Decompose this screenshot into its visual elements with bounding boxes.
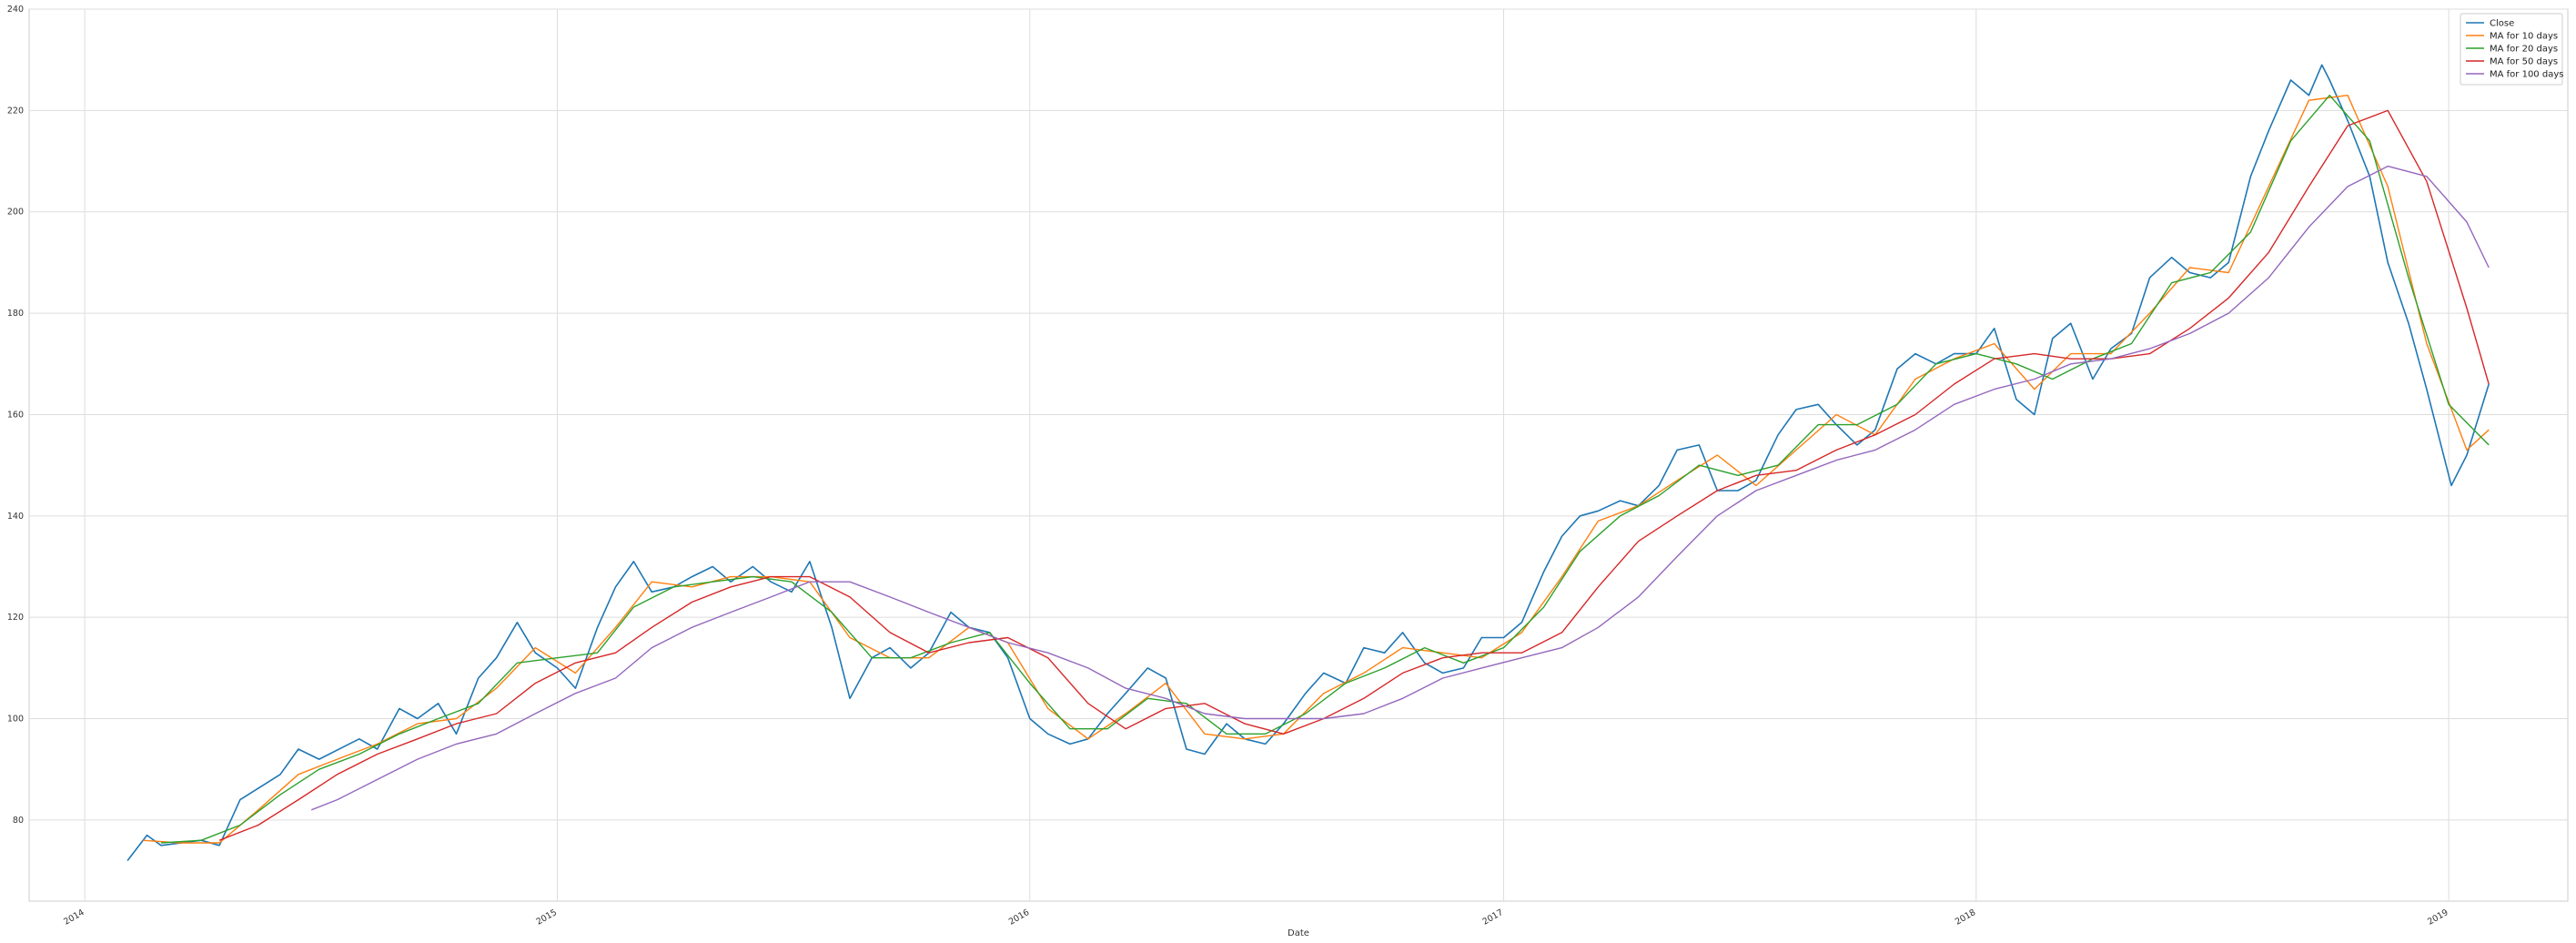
legend: Close MA for 10 days MA for 20 days MA for … bbox=[2460, 13, 2563, 86]
y-tick-label: 180 bbox=[7, 309, 24, 319]
y-tick-labels: 80 100 120 140 160 180 200 220 240 bbox=[7, 5, 24, 826]
series-line-3 bbox=[218, 109, 2490, 841]
series-line-2 bbox=[161, 95, 2490, 844]
y-tick-label: 80 bbox=[13, 816, 24, 826]
legend-box bbox=[2460, 13, 2563, 86]
series-line-4 bbox=[310, 165, 2490, 811]
series-line-1 bbox=[143, 95, 2490, 844]
y-tick-label: 220 bbox=[7, 106, 24, 116]
legend-entry: MA for 10 days bbox=[2490, 32, 2558, 42]
y-tick-label: 100 bbox=[7, 715, 24, 725]
y-tick-label: 200 bbox=[7, 208, 24, 218]
y-tick-label: 120 bbox=[7, 613, 24, 623]
series-lines bbox=[126, 64, 2490, 861]
x-axis-label: Date bbox=[1288, 928, 1309, 938]
legend-entry: MA for 20 days bbox=[2490, 45, 2558, 55]
legend-entry: MA for 50 days bbox=[2490, 57, 2558, 67]
plot-area bbox=[28, 8, 2569, 902]
y-tick-label: 140 bbox=[7, 512, 24, 522]
legend-entry: Close bbox=[2490, 19, 2514, 29]
legend-entry: MA for 100 days bbox=[2490, 70, 2563, 80]
y-tick-label: 240 bbox=[7, 5, 24, 15]
y-tick-label: 160 bbox=[7, 410, 24, 420]
